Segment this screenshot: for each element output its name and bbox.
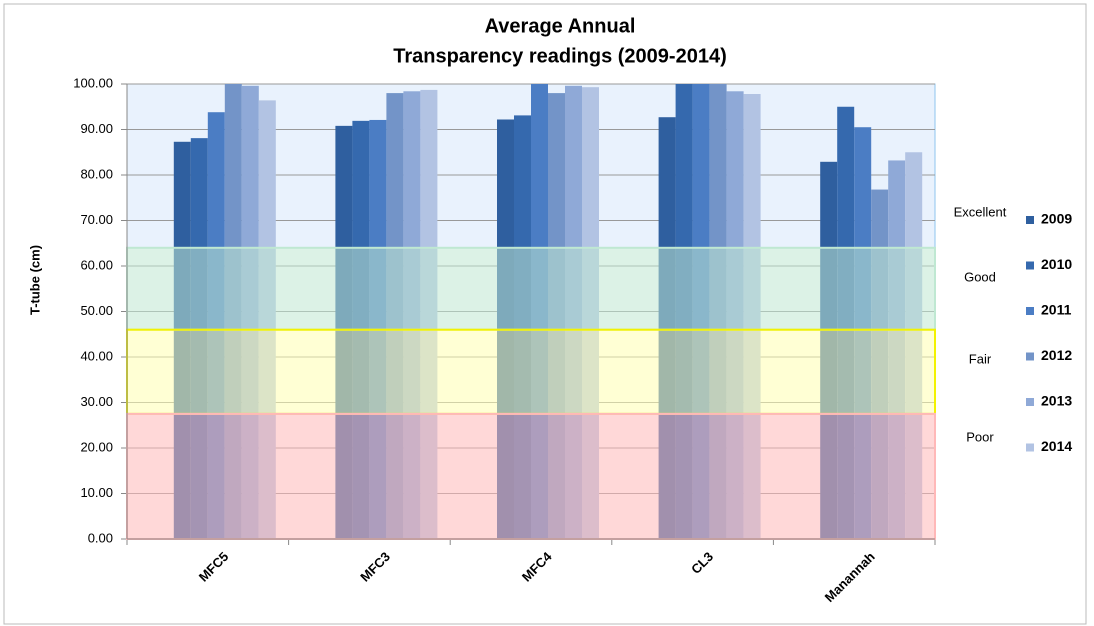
legend-swatch (1026, 352, 1034, 361)
legend-label: 2011 (1041, 302, 1072, 318)
y-tick-label: 30.00 (80, 394, 113, 409)
legend-swatch (1026, 261, 1034, 270)
legend-label: 2010 (1041, 256, 1072, 272)
y-tick-label: 100.00 (73, 75, 113, 90)
y-tick-label: 10.00 (80, 485, 113, 500)
y-tick-label: 70.00 (80, 212, 113, 227)
y-tick-label: 60.00 (80, 257, 113, 272)
legend-swatch (1026, 398, 1034, 406)
chart-title: Average Annual (485, 15, 636, 37)
y-tick-label: 80.00 (80, 166, 113, 181)
quality-band (126, 246, 936, 331)
legend-label: 2009 (1041, 211, 1072, 227)
band-label: Poor (966, 429, 994, 444)
band-label: Excellent (954, 204, 1007, 219)
y-tick-label: 50.00 (80, 303, 113, 318)
band-label: Fair (969, 351, 992, 366)
legend-label: 2014 (1041, 438, 1072, 454)
legend-swatch (1026, 443, 1034, 452)
chart-title: Transparency readings (2009-2014) (393, 45, 727, 67)
y-tick-label: 90.00 (80, 121, 113, 136)
legend-swatch (1026, 216, 1034, 224)
quality-band (126, 412, 936, 540)
y-tick-label: 40.00 (80, 348, 113, 363)
band-label: Good (964, 269, 996, 284)
legend-label: 2013 (1041, 393, 1072, 409)
legend-swatch (1026, 307, 1034, 315)
y-axis-label: T-tube (cm) (27, 245, 42, 315)
y-tick-label: 20.00 (80, 439, 113, 454)
quality-band (126, 328, 936, 415)
y-tick-label: 0.00 (88, 530, 113, 545)
legend-label: 2012 (1041, 347, 1072, 363)
